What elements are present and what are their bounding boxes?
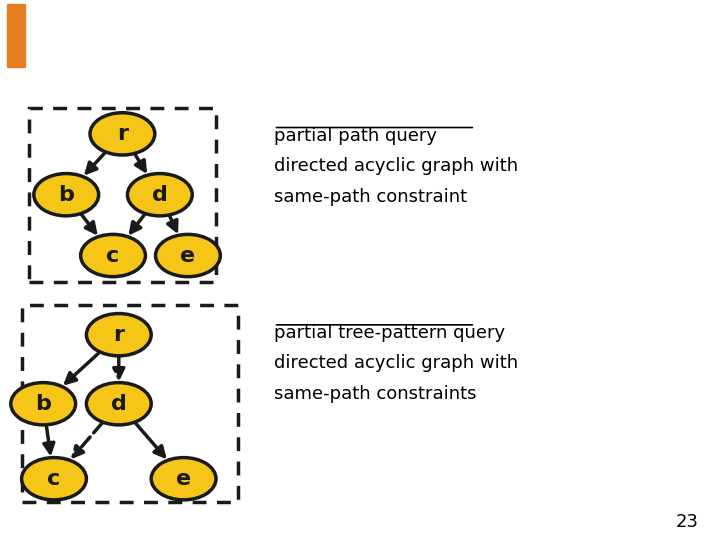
Text: d: d <box>152 185 168 205</box>
FancyArrowPatch shape <box>130 214 145 233</box>
Circle shape <box>11 383 76 425</box>
Circle shape <box>22 457 86 500</box>
Text: e: e <box>180 246 196 266</box>
Circle shape <box>81 234 145 276</box>
FancyArrowPatch shape <box>73 423 102 456</box>
FancyArrowPatch shape <box>44 426 54 453</box>
Text: Canonical Form: Canonical Form <box>40 16 377 54</box>
Text: d: d <box>111 394 127 414</box>
FancyArrowPatch shape <box>114 357 124 377</box>
Text: r: r <box>113 325 125 345</box>
Text: partial path query: partial path query <box>274 126 436 145</box>
Circle shape <box>90 113 155 155</box>
FancyBboxPatch shape <box>22 305 238 502</box>
Text: r: r <box>117 124 128 144</box>
FancyArrowPatch shape <box>135 423 164 456</box>
Text: b: b <box>58 185 74 205</box>
Circle shape <box>86 383 151 425</box>
Bar <box>7 3 25 66</box>
Text: b: b <box>35 394 51 414</box>
FancyArrowPatch shape <box>66 353 99 383</box>
Text: directed acyclic graph with: directed acyclic graph with <box>274 354 518 373</box>
Text: partial tree-pattern query: partial tree-pattern query <box>274 324 505 342</box>
Text: c: c <box>107 246 120 266</box>
Text: directed acyclic graph with: directed acyclic graph with <box>274 157 518 175</box>
Text: e: e <box>176 469 192 489</box>
Circle shape <box>127 173 192 216</box>
FancyBboxPatch shape <box>29 108 216 281</box>
Circle shape <box>86 314 151 356</box>
Text: 23: 23 <box>675 512 698 531</box>
Text: same-path constraints: same-path constraints <box>274 385 476 403</box>
FancyArrowPatch shape <box>168 216 177 231</box>
Circle shape <box>34 173 99 216</box>
Text: same-path constraint: same-path constraint <box>274 187 467 206</box>
FancyArrowPatch shape <box>135 154 145 171</box>
Text: c: c <box>48 469 60 489</box>
Circle shape <box>156 234 220 276</box>
FancyArrowPatch shape <box>86 153 105 173</box>
FancyArrowPatch shape <box>81 214 96 233</box>
Circle shape <box>151 457 216 500</box>
